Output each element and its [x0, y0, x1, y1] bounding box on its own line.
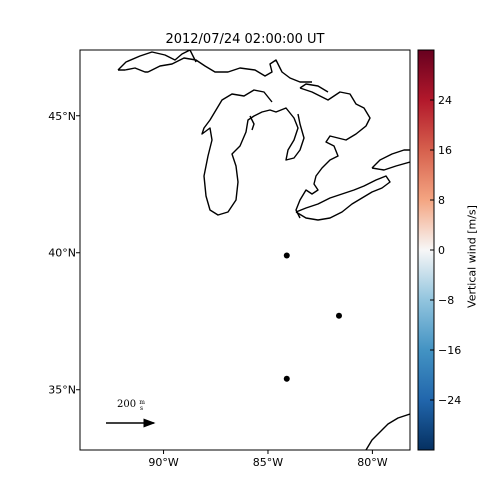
colorbar-tick-label: −24: [438, 394, 461, 407]
lake-huron-coast: [295, 83, 371, 219]
lake-erie-coast: [295, 175, 391, 221]
map-title: 2012/07/24 02:00:00 UT: [165, 32, 325, 47]
lon-tick-label: 80°W: [357, 456, 387, 469]
lake-michigan-coast: [201, 89, 305, 216]
atlantic-coast: [365, 413, 410, 450]
colorbar-ticks: 24 16 8 0 −8 −16 −24: [430, 94, 461, 407]
latitude-axis: 45°N 40°N 35°N: [48, 110, 80, 397]
colorbar-tick-label: 8: [438, 194, 445, 207]
colorbar-tick-label: 0: [438, 244, 445, 257]
lat-tick-label: 45°N: [48, 110, 76, 123]
station-marker: [283, 252, 290, 259]
colorbar-label: Vertical wind [m/s]: [465, 205, 479, 308]
lake-ontario-coast: [371, 149, 410, 171]
map-frame: [79, 49, 411, 451]
lat-tick-label: 40°N: [48, 247, 76, 260]
longitude-axis: 90°W 85°W 80°W: [148, 450, 388, 469]
station-markers: [283, 252, 342, 382]
colorbar-tick-label: −8: [438, 294, 454, 307]
green-bay-coast: [249, 115, 255, 131]
coastlines: [117, 50, 410, 450]
lon-tick-label: 85°W: [253, 456, 283, 469]
lake-superior-coast: [117, 50, 312, 83]
station-marker: [283, 375, 290, 382]
lat-tick-label: 35°N: [48, 384, 76, 397]
colorbar-tick-label: 16: [438, 144, 452, 157]
station-marker: [335, 312, 342, 319]
colorbar-tick-label: −16: [438, 344, 461, 357]
colorbar-tick-label: 24: [438, 94, 452, 107]
lon-tick-label: 90°W: [148, 456, 178, 469]
